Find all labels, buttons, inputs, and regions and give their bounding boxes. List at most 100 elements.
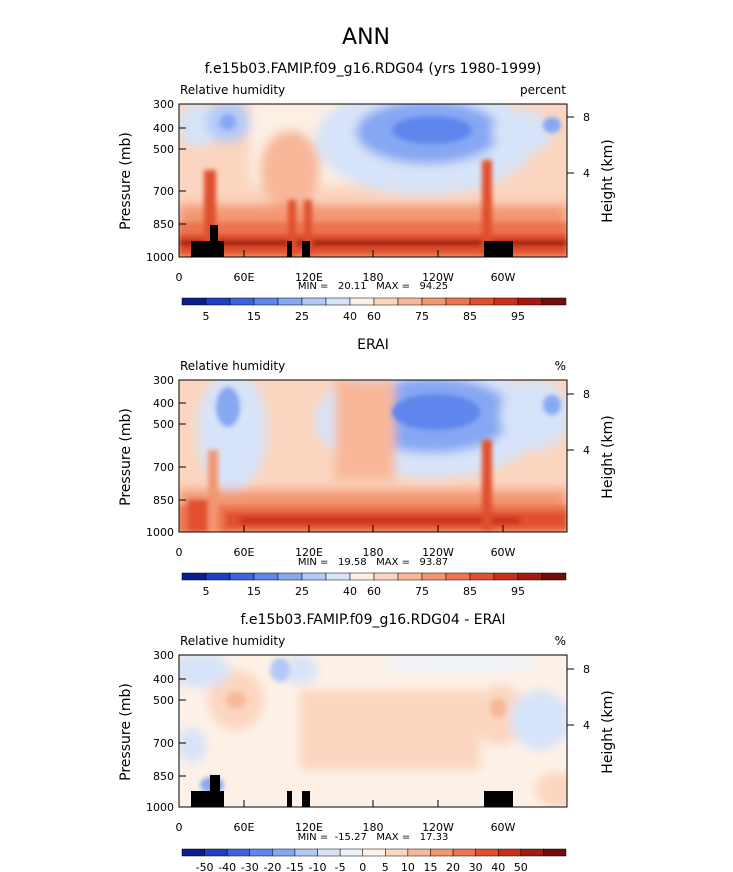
colorbar-label: 95 [511,310,525,323]
x-ticks: 0 60E 120E 180 120W 60W [176,250,516,284]
y-tick-label: 700 [153,461,174,474]
contour-field [179,655,567,807]
colorbar-swatch [469,572,495,581]
colorbar-label: -30 [241,861,259,872]
colorbar-label: 75 [415,310,429,323]
x-tick-label: 120W [422,546,454,559]
colorbar-label: 75 [415,585,429,598]
colorbar-swatch [205,572,231,581]
colorbar-label: 15 [423,861,437,872]
x-tick-label: 60W [491,271,516,284]
colorbar-label: 5 [203,310,210,323]
colorbar-swatch [517,572,543,581]
colorbar-swatch [493,572,519,581]
y2-ticks: 8 4 [567,663,590,732]
colorbar-label: 40 [343,585,357,598]
y-tick-label: 300 [153,374,174,387]
y2-tick-label: 8 [583,663,590,676]
colorbar-swatch [205,297,231,306]
x-ticks: 0 60E 120E 180 120W 60W [176,525,516,559]
y2-axis-label: Height (km) [600,139,616,222]
colorbar-label: 20 [446,861,460,872]
variable-label: Relative humidity [180,359,285,373]
variable-label: Relative humidity [180,83,285,97]
colorbar-swatch [294,848,318,857]
colorbar-label: 25 [295,585,309,598]
colorbar-label: -20 [263,861,281,872]
min-max-stats: MIN = 19.58 MAX = 93.87 [298,557,448,568]
page-title: ANN [342,25,390,50]
colorbar-swatch [253,297,279,306]
colorbar-swatch [301,297,327,306]
colorbar-label: 85 [463,585,477,598]
topography [287,791,292,807]
y2-ticks: 8 4 [567,388,590,457]
x-tick-label: 120W [422,271,454,284]
colorbar-label: 5 [203,585,210,598]
colorbar-label: -40 [218,861,236,872]
y-tick-label: 700 [153,185,174,198]
x-tick-label: 60W [491,546,516,559]
colorbar: 5 15 25 40 60 75 85 95 [181,572,567,598]
units-label: percent [520,83,566,97]
colorbar-label: 25 [295,310,309,323]
colorbar-swatch [445,572,471,581]
colorbar-swatch [397,572,423,581]
x-tick-label: 180 [363,271,384,284]
y2-tick-label: 8 [583,388,590,401]
colorbar-swatch [249,848,273,857]
x-tick-label: 180 [363,546,384,559]
y-tick-label: 700 [153,737,174,750]
y-tick-label: 850 [153,770,174,783]
colorbar-swatch [421,297,447,306]
colorbar-label: 40 [491,861,505,872]
colorbar-swatch [469,297,495,306]
panel-model: f.e15b03.FAMIP.f09_g16.RDG04 (yrs 1980-1… [118,61,616,323]
y-ticks: 300 400 500 700 850 1000 [146,649,186,814]
panel-title: ERAI [357,337,389,353]
topography [484,791,513,807]
topography [210,775,220,791]
x-tick-label: 120W [422,821,454,834]
colorbar-swatch [277,572,303,581]
y-tick-label: 1000 [146,526,174,539]
colorbar-swatch [229,572,255,581]
colorbar: 5 15 25 40 60 75 85 95 [181,297,567,323]
x-tick-label: 120E [295,271,323,284]
colorbar-swatch [226,848,251,857]
y-axis-label: Pressure (mb) [118,132,134,230]
colorbar-swatch [272,848,296,857]
colorbar-swatch [325,297,351,306]
colorbar-label: 15 [247,585,261,598]
colorbar-swatch [452,848,476,857]
x-tick-label: 60E [234,821,255,834]
contour-field [179,104,567,257]
colorbar-swatch [445,297,471,306]
colorbar-swatch [253,572,279,581]
colorbar-swatch [421,572,447,581]
colorbar-swatch [520,848,544,857]
x-tick-label: 0 [176,546,183,559]
x-tick-label: 0 [176,271,183,284]
panel-difference: f.e15b03.FAMIP.f09_g16.RDG04 - ERAI Rela… [118,612,616,872]
colorbar-swatch [493,297,519,306]
colorbar-swatch [317,848,341,857]
topography [302,791,310,807]
colorbar-label: 10 [401,861,415,872]
colorbar-label: -5 [335,861,346,872]
y-tick-label: 1000 [146,251,174,264]
colorbar-swatch [397,297,423,306]
y2-tick-label: 4 [583,167,590,180]
colorbar: -50 -40 -30 -20 -15 -10 -5 0 5 10 15 20 … [181,848,567,872]
y-tick-label: 400 [153,673,174,686]
units-label: % [555,634,566,648]
y-axis-label: Pressure (mb) [118,683,134,781]
x-tick-label: 0 [176,821,183,834]
colorbar-label: 50 [514,861,528,872]
topography [191,791,224,807]
y-tick-label: 300 [153,98,174,111]
colorbar-swatch [277,297,303,306]
variable-label: Relative humidity [180,634,285,648]
panel-reanalysis: ERAI Relative humidity % [118,337,616,598]
